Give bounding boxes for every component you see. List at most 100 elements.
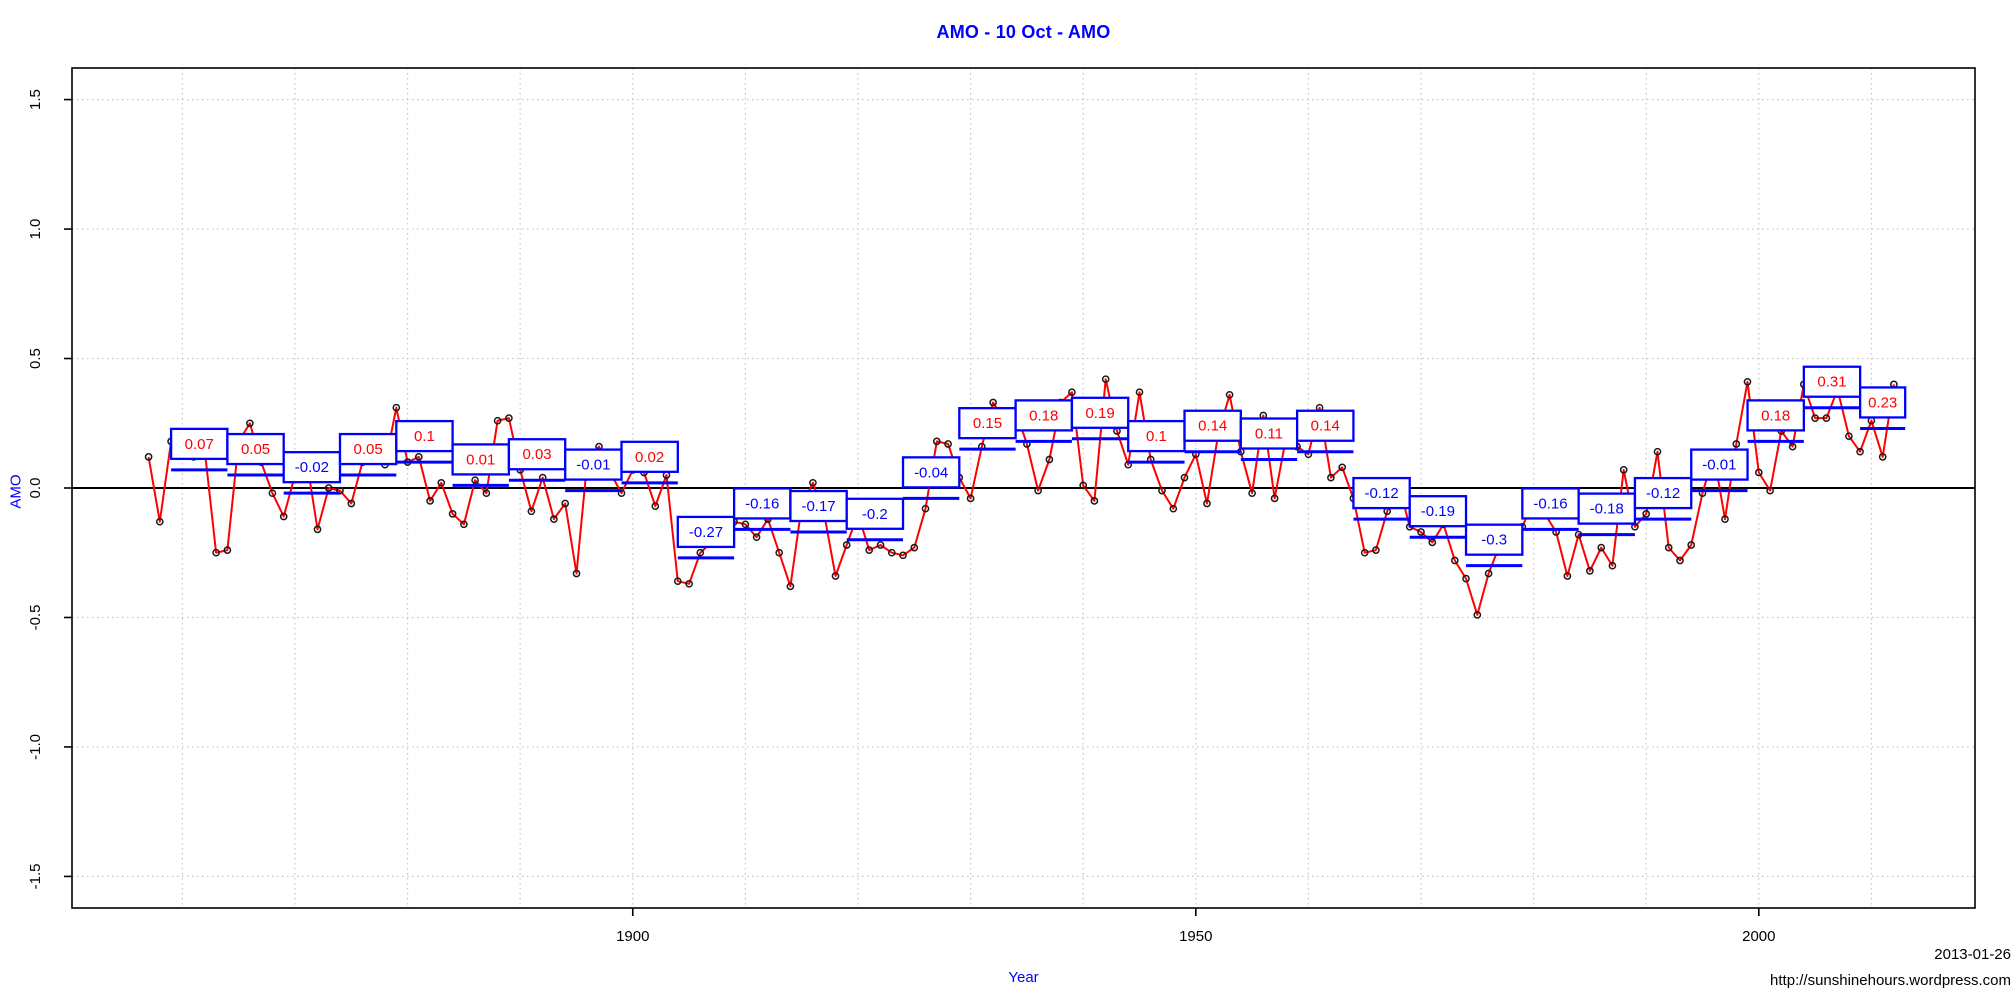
- data-point: [1563, 572, 1572, 580]
- five-year-mean-box: [1239, 417, 1299, 450]
- data-point: [1360, 548, 1369, 557]
- data-point: [1856, 447, 1864, 456]
- y-tick-label: 0.0: [27, 478, 44, 499]
- data-point: [347, 499, 356, 508]
- five-year-mean-box: [1352, 476, 1411, 510]
- data-point: [696, 548, 705, 557]
- data-point: [268, 489, 277, 498]
- data-point: [1619, 466, 1628, 474]
- data-point: [1732, 440, 1741, 448]
- data-point: [212, 548, 220, 557]
- data-point: [572, 569, 581, 578]
- data-point: [550, 515, 558, 523]
- data-point: [414, 453, 423, 461]
- x-tick-label: 1950: [1179, 928, 1212, 945]
- five-year-mean-box: [282, 451, 342, 484]
- five-year-mean-box: [732, 487, 792, 520]
- data-point: [313, 525, 322, 534]
- five-year-mean-value: 0.19: [1085, 405, 1114, 422]
- five-year-mean-box: [958, 407, 1017, 440]
- five-year-mean-box: [1464, 523, 1524, 556]
- five-year-mean-box: [1633, 476, 1693, 510]
- data-point: [1372, 546, 1380, 554]
- data-point: [460, 520, 468, 529]
- data-point: [741, 520, 750, 529]
- data-point: [842, 541, 851, 549]
- data-point: [887, 548, 896, 557]
- data-point: [1450, 556, 1459, 565]
- data-point: [944, 440, 952, 448]
- five-year-mean-box: [1802, 365, 1862, 398]
- five-year-mean-value: 0.01: [466, 451, 495, 468]
- five-year-mean-value: -0.01: [1702, 457, 1736, 474]
- y-tick-label: 0.5: [27, 348, 44, 369]
- data-point: [1878, 453, 1887, 461]
- five-year-mean-value: -0.2: [862, 506, 888, 523]
- data-point: [324, 484, 333, 492]
- data-point: [921, 504, 930, 513]
- data-point: [1721, 515, 1729, 523]
- data-point: [437, 478, 446, 487]
- five-year-mean-value: -0.16: [745, 495, 779, 512]
- five-year-mean-box: [845, 497, 905, 530]
- footer-credits: 2013-01-26 http://sunshinehours.wordpres…: [1770, 942, 2011, 994]
- five-year-mean-box: [901, 456, 961, 489]
- data-point: [144, 453, 153, 461]
- data-point: [246, 419, 254, 428]
- data-point: [505, 414, 513, 422]
- data-point: [1079, 481, 1088, 490]
- data-point: [752, 533, 761, 542]
- data-point: [1766, 486, 1774, 495]
- five-year-mean-value: 0.03: [522, 446, 551, 463]
- five-year-mean-value: -0.16: [1533, 495, 1567, 512]
- five-year-mean-value: 0.05: [354, 441, 383, 458]
- data-point: [1327, 473, 1335, 482]
- data-point: [1417, 528, 1425, 536]
- five-year-mean-value: -0.01: [576, 457, 610, 474]
- five-year-mean-value: 0.14: [1311, 418, 1340, 435]
- data-point: [1687, 541, 1696, 549]
- data-point: [1676, 556, 1684, 565]
- y-tick-label: -1.5: [27, 863, 44, 889]
- data-point: [1822, 414, 1831, 422]
- data-point: [1642, 510, 1651, 518]
- five-year-mean-value: 0.15: [973, 415, 1002, 432]
- data-point: [1225, 390, 1234, 399]
- data-point: [673, 577, 682, 586]
- data-point: [223, 546, 232, 554]
- five-year-mean-box: [395, 419, 454, 453]
- data-point: [426, 497, 434, 505]
- y-tick-label: -1.0: [27, 734, 44, 760]
- five-year-mean-box: [620, 440, 679, 473]
- five-year-mean-value: -0.12: [1646, 485, 1680, 502]
- data-point: [1845, 432, 1853, 441]
- data-point: [1462, 574, 1470, 583]
- data-point: [1203, 499, 1211, 508]
- data-point: [1090, 497, 1099, 505]
- chart-title: AMO - 10 Oct - AMO: [936, 22, 1111, 42]
- five-year-mean-value: 0.31: [1817, 374, 1846, 391]
- data-point: [809, 478, 817, 487]
- five-year-mean-value: 0.07: [185, 436, 214, 453]
- five-year-mean-box: [676, 515, 736, 549]
- five-year-mean-value: -0.27: [689, 524, 723, 541]
- five-year-mean-value: -0.18: [1590, 501, 1624, 518]
- footer-url: http://sunshinehours.wordpress.com: [1770, 972, 2011, 989]
- data-point: [493, 416, 502, 425]
- data-point: [1034, 486, 1042, 495]
- data-point: [279, 512, 288, 521]
- five-year-mean-value: 0.05: [241, 441, 270, 458]
- five-year-mean-value: -0.04: [914, 464, 948, 481]
- data-point: [966, 494, 975, 503]
- data-point: [482, 489, 491, 498]
- five-year-mean-value: 0.11: [1255, 426, 1283, 443]
- five-year-mean-box: [1295, 409, 1355, 442]
- data-point: [1248, 489, 1256, 498]
- data-point: [527, 507, 536, 516]
- five-year-mean-value: 0.23: [1868, 394, 1897, 411]
- data-point: [1068, 388, 1076, 397]
- data-point: [876, 541, 885, 549]
- data-point: [1664, 543, 1673, 552]
